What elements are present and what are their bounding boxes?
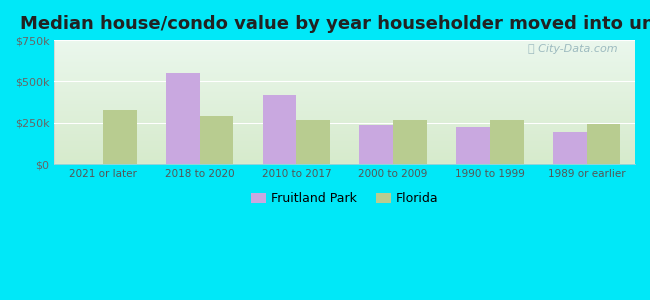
Bar: [296, 119, 330, 164]
Bar: [103, 110, 136, 164]
Bar: [552, 132, 586, 164]
Title: Median house/condo value by year householder moved into unit: Median house/condo value by year househo…: [20, 15, 650, 33]
Text: ⓘ City-Data.com: ⓘ City-Data.com: [528, 44, 618, 54]
Bar: [490, 119, 524, 164]
Bar: [456, 127, 490, 164]
Bar: [166, 73, 200, 164]
Bar: [200, 116, 233, 164]
Bar: [393, 120, 427, 164]
Bar: [263, 95, 296, 164]
Bar: [586, 124, 621, 164]
Legend: Fruitland Park, Florida: Fruitland Park, Florida: [246, 187, 443, 210]
Bar: [359, 124, 393, 164]
